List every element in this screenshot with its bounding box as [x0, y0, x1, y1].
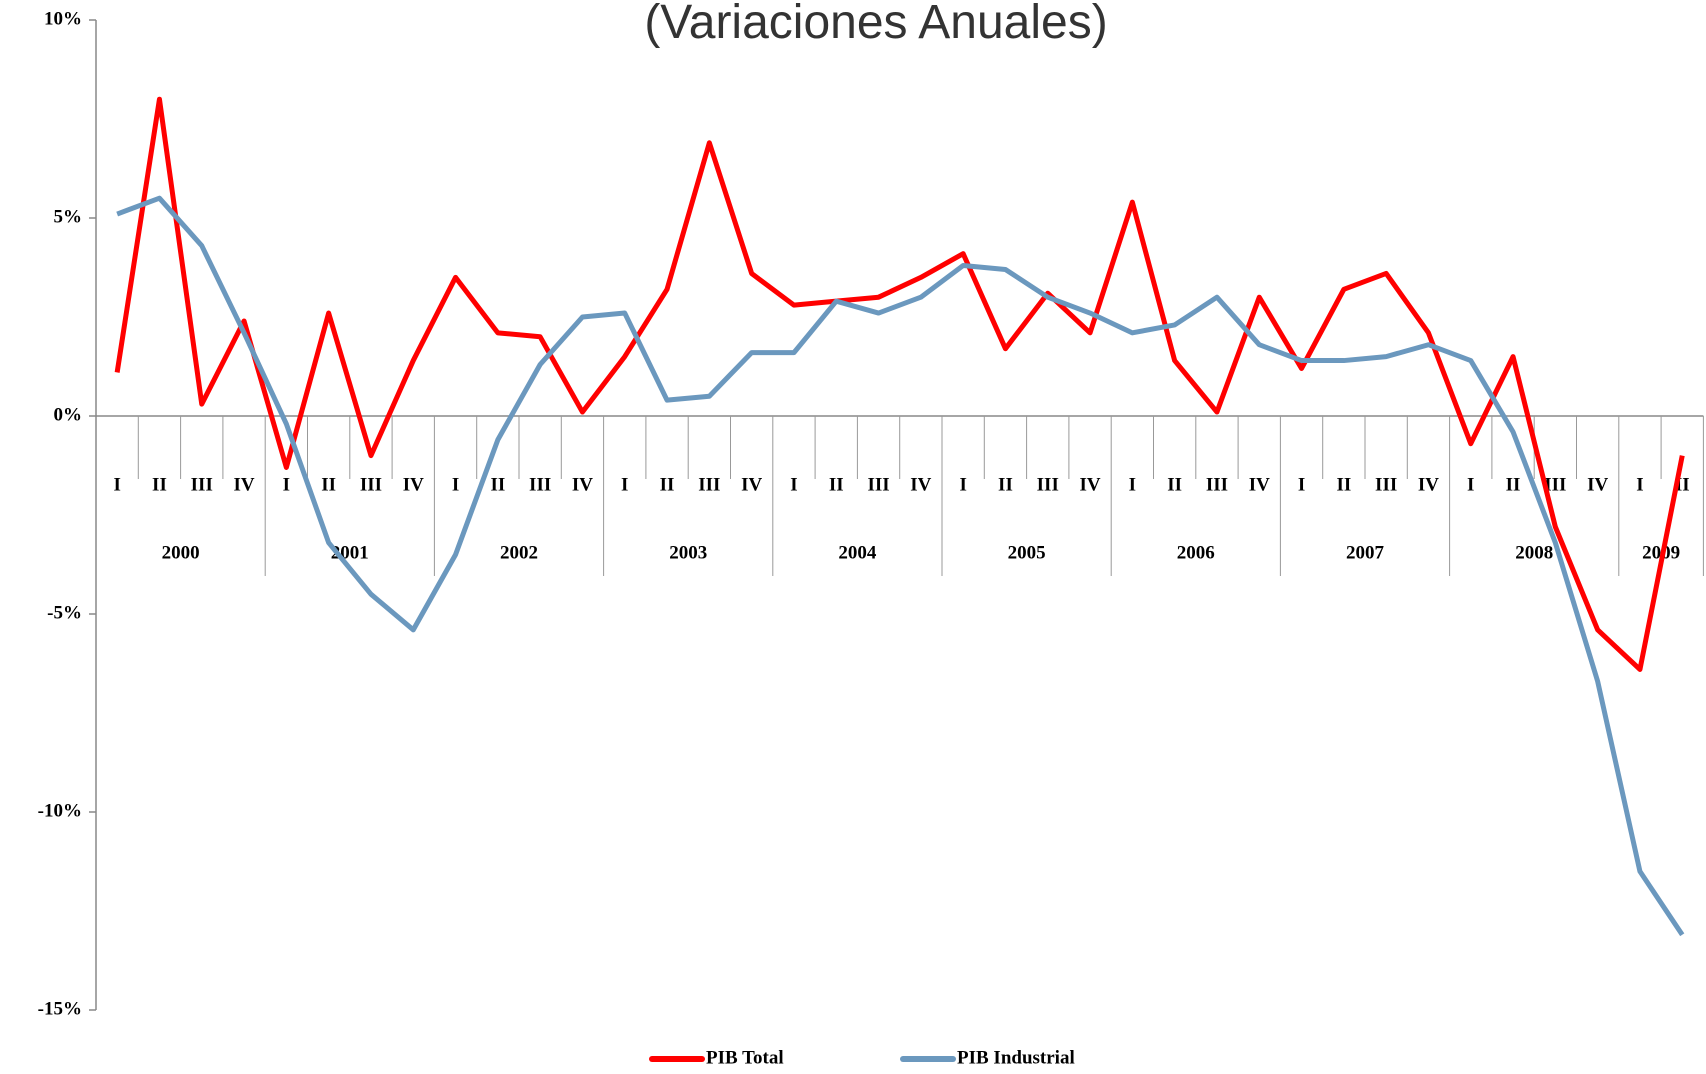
x-tick-label: I [113, 474, 120, 495]
legend-label: PIB Total [706, 1047, 784, 1068]
y-tick-label: -10% [38, 800, 82, 821]
x-tick-label: III [698, 474, 720, 495]
x-tick-label: III [360, 474, 382, 495]
y-tick-label: 10% [44, 8, 82, 29]
year-label: 2003 [669, 542, 707, 563]
year-label: 2006 [1177, 542, 1215, 563]
year-label: 2008 [1515, 542, 1553, 563]
x-tick-label: IV [403, 474, 424, 495]
x-tick-label: II [321, 474, 336, 495]
x-tick-label: IV [741, 474, 762, 495]
y-tick-label: 0% [54, 404, 83, 425]
x-tick-label: I [790, 474, 797, 495]
x-tick-label: II [1167, 474, 1182, 495]
year-label: 2004 [838, 542, 877, 563]
year-label: 2000 [162, 542, 200, 563]
x-tick-label: IV [1249, 474, 1270, 495]
x-tick-label: I [1129, 474, 1136, 495]
y-tick-label: -5% [47, 602, 82, 623]
x-tick-label: III [1544, 474, 1566, 495]
x-tick-label: I [452, 474, 459, 495]
x-tick-label: IV [1418, 474, 1439, 495]
year-label: 2005 [1008, 542, 1046, 563]
line-series [114, 96, 1685, 672]
x-tick-label: IV [233, 474, 254, 495]
x-tick-label: III [867, 474, 889, 495]
line-series [116, 195, 1685, 937]
year-label: 2002 [500, 542, 538, 563]
x-tick-label: II [152, 474, 167, 495]
chart-title: (Variaciones Anuales) [644, 0, 1107, 49]
x-tick-label: I [283, 474, 290, 495]
x-tick-label: IV [910, 474, 931, 495]
x-tick-label: III [1037, 474, 1059, 495]
x-tick-label: II [1506, 474, 1521, 495]
x-tick-label: IV [1079, 474, 1100, 495]
y-tick-label: -15% [38, 998, 82, 1019]
x-tick-label: III [1375, 474, 1397, 495]
x-tick-label: II [1336, 474, 1351, 495]
x-tick-label: III [1206, 474, 1228, 495]
x-tick-label: I [1467, 474, 1474, 495]
x-tick-label: II [490, 474, 505, 495]
x-tick-label: II [998, 474, 1013, 495]
x-tick-label: I [1636, 474, 1643, 495]
x-tick-label: I [1298, 474, 1305, 495]
x-tick-label: I [959, 474, 966, 495]
x-tick-label: II [660, 474, 675, 495]
x-tick-label: I [621, 474, 628, 495]
x-tick-label: II [829, 474, 844, 495]
x-tick-label: III [191, 474, 213, 495]
x-tick-label: IV [572, 474, 593, 495]
y-tick-label: 5% [54, 206, 83, 227]
x-tick-label: IV [1587, 474, 1608, 495]
x-tick-label: III [529, 474, 551, 495]
legend-label: PIB Industrial [957, 1047, 1075, 1068]
year-label: 2007 [1346, 542, 1385, 563]
